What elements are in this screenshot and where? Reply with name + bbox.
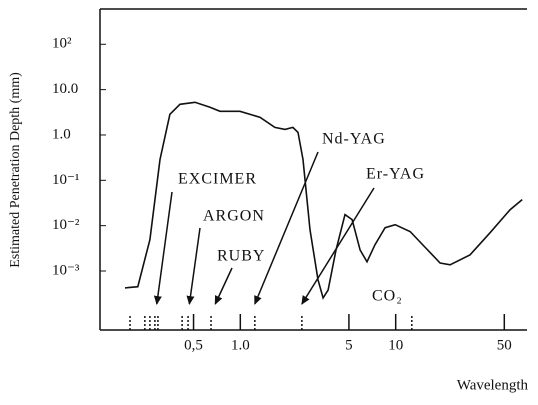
annotation-arrow bbox=[153, 191, 173, 305]
data-line bbox=[124, 101, 523, 300]
y-tick-label: 10⁻² bbox=[52, 217, 80, 233]
y-tick-label: 10⁻³ bbox=[52, 262, 80, 278]
annotation-arrow bbox=[254, 151, 319, 305]
x-tick-label: 50 bbox=[497, 337, 512, 353]
y-tick-label: 1.0 bbox=[52, 126, 71, 142]
x-tick-label: 5 bbox=[345, 337, 353, 353]
x-tick-label: 1.0 bbox=[231, 337, 250, 353]
annotation-label: EXCIMER bbox=[178, 171, 257, 188]
annotation-label: ARGON bbox=[203, 208, 265, 225]
annotation-arrow bbox=[214, 267, 233, 305]
y-tick-label: 10² bbox=[52, 36, 72, 52]
x-axis-label: Wavelength bbox=[457, 377, 529, 393]
x-tick-label: 0,5 bbox=[184, 337, 203, 353]
annotation-arrow bbox=[301, 187, 375, 305]
annotation-label: Nd-YAG bbox=[322, 131, 386, 148]
y-axis-label: Estimated Penetration Depth (mm) bbox=[8, 72, 23, 268]
x-tick-label: 10 bbox=[388, 337, 403, 353]
y-tick-label: 10⁻¹ bbox=[52, 172, 79, 188]
annotation-label: CO₂ bbox=[372, 288, 403, 305]
annotation-label: RUBY bbox=[217, 248, 265, 265]
annotation-arrow bbox=[186, 227, 201, 305]
y-tick-label: 10.0 bbox=[52, 81, 78, 97]
annotation-label: Er-YAG bbox=[366, 166, 425, 183]
